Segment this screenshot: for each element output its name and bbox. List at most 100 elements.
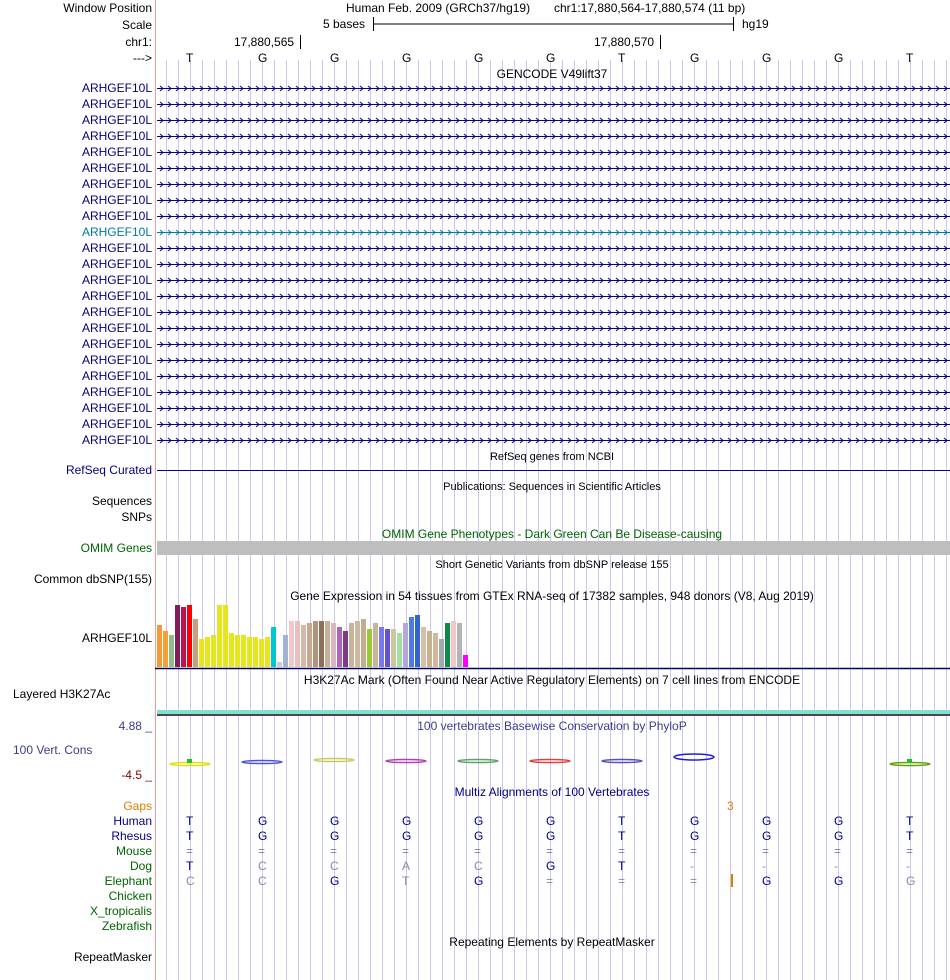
gencode-transcript-line[interactable] xyxy=(157,405,950,412)
gtex-tissue-bar[interactable] xyxy=(421,627,426,667)
gencode-transcript-label[interactable]: ARHGEF10L xyxy=(81,353,152,367)
phylop-title[interactable]: 100 vertebrates Basewise Conservation by… xyxy=(417,719,687,733)
gencode-transcript-line[interactable] xyxy=(157,181,950,188)
gtex-tissue-bar[interactable] xyxy=(307,623,312,667)
gtex-tissue-bar[interactable] xyxy=(265,637,270,667)
gtex-tissue-bar[interactable] xyxy=(163,631,168,667)
omim-label[interactable]: OMIM Genes xyxy=(80,541,152,555)
gtex-label[interactable]: ARHGEF10L xyxy=(81,631,152,645)
gtex-tissue-bar[interactable] xyxy=(175,605,180,667)
gtex-tissue-bar[interactable] xyxy=(223,605,228,667)
gtex-tissue-bar[interactable] xyxy=(289,621,294,667)
gtex-tissue-bar[interactable] xyxy=(409,617,414,667)
phylop-glyph[interactable] xyxy=(673,753,715,761)
gtex-tissue-bar[interactable] xyxy=(247,637,252,667)
gencode-transcript-line[interactable] xyxy=(157,421,950,428)
gtex-tissue-bar[interactable] xyxy=(313,621,318,667)
publications-title[interactable]: Publications: Sequences in Scientific Ar… xyxy=(443,481,661,493)
gencode-transcript-label[interactable]: ARHGEF10L xyxy=(81,97,152,111)
gencode-transcript-label[interactable]: ARHGEF10L xyxy=(81,385,152,399)
gtex-tissue-bar[interactable] xyxy=(355,621,360,667)
dbsnp-label[interactable]: Common dbSNP(155) xyxy=(33,572,152,586)
gencode-transcript-label[interactable]: ARHGEF10L xyxy=(81,177,152,191)
snps-label[interactable]: SNPs xyxy=(121,510,152,524)
gencode-transcript-line[interactable] xyxy=(157,101,950,108)
gencode-transcript-label[interactable]: ARHGEF10L xyxy=(81,161,152,175)
gtex-tissue-bar[interactable] xyxy=(205,637,210,667)
gencode-transcript-label[interactable]: ARHGEF10L xyxy=(81,273,152,287)
multiz-species-label[interactable]: Chicken xyxy=(108,889,152,903)
gencode-transcript-line[interactable] xyxy=(157,133,950,140)
gencode-transcript-label[interactable]: ARHGEF10L xyxy=(81,145,152,159)
gencode-transcript-label[interactable]: ARHGEF10L xyxy=(81,401,152,415)
gencode-transcript-label[interactable]: ARHGEF10L xyxy=(81,209,152,223)
phylop-glyph[interactable] xyxy=(241,759,283,765)
gencode-transcript-line[interactable] xyxy=(157,293,950,300)
gtex-tissue-bar[interactable] xyxy=(169,635,174,667)
gencode-transcript-label[interactable]: ARHGEF10L xyxy=(81,129,152,143)
gtex-tissue-bar[interactable] xyxy=(415,615,420,667)
gencode-transcript-line[interactable] xyxy=(157,117,950,124)
gencode-transcript-line[interactable] xyxy=(157,213,950,220)
multiz-title[interactable]: Multiz Alignments of 100 Vertebrates xyxy=(454,785,650,799)
gtex-tissue-bar[interactable] xyxy=(301,625,306,667)
omim-title[interactable]: OMIM Gene Phenotypes - Dark Green Can Be… xyxy=(381,527,723,541)
gtex-tissue-bar[interactable] xyxy=(427,631,432,667)
gencode-transcripts[interactable] xyxy=(157,85,950,444)
gencode-transcript-line[interactable] xyxy=(157,277,950,284)
phylop-glyph[interactable] xyxy=(385,758,427,764)
gtex-tissue-bar[interactable] xyxy=(385,629,390,667)
refseq-title[interactable]: RefSeq genes from NCBI xyxy=(489,451,615,463)
gencode-transcript-line[interactable] xyxy=(157,437,950,444)
gtex-tissue-bar[interactable] xyxy=(181,607,186,667)
gtex-tissue-bar[interactable] xyxy=(391,629,396,667)
gtex-tissue-bar[interactable] xyxy=(199,639,204,667)
h3k27ac-label[interactable]: Layered H3K27Ac xyxy=(13,687,111,701)
gtex-tissue-bar[interactable] xyxy=(367,629,372,667)
gtex-tissue-bar[interactable] xyxy=(295,621,300,667)
repeatmasker-label[interactable]: RepeatMasker xyxy=(73,950,152,964)
h3k27ac-signal[interactable] xyxy=(157,710,950,714)
h3k27ac-title[interactable]: H3K27Ac Mark (Often Found Near Active Re… xyxy=(303,673,801,687)
gtex-tissue-bar[interactable] xyxy=(241,635,246,667)
phylop-glyph[interactable] xyxy=(313,757,355,763)
multiz-species-label[interactable]: Human xyxy=(113,814,152,828)
gencode-transcript-line[interactable] xyxy=(157,389,950,396)
multiz-species-label[interactable]: Rhesus xyxy=(111,829,152,843)
gencode-title[interactable]: GENCODE V49lift37 xyxy=(496,67,608,81)
gencode-transcript-label[interactable]: ARHGEF10L xyxy=(81,289,152,303)
gtex-tissue-bar[interactable] xyxy=(277,662,282,667)
gencode-transcript-label[interactable]: ARHGEF10L xyxy=(81,193,152,207)
gtex-bars[interactable] xyxy=(157,605,468,667)
phylop-glyph[interactable] xyxy=(601,758,643,764)
multiz-species-label[interactable]: Elephant xyxy=(104,874,152,888)
gtex-tissue-bar[interactable] xyxy=(379,627,384,667)
multiz-species-label[interactable]: Dog xyxy=(129,859,152,873)
gtex-tissue-bar[interactable] xyxy=(343,631,348,667)
gencode-transcript-label[interactable]: ARHGEF10L xyxy=(81,257,152,271)
phylop-glyph[interactable] xyxy=(529,758,571,764)
gencode-transcript-line[interactable] xyxy=(157,197,950,204)
gencode-transcript-line[interactable] xyxy=(157,261,950,268)
gtex-tissue-bar[interactable] xyxy=(331,623,336,667)
multiz-species-label[interactable]: Zebrafish xyxy=(101,919,152,933)
gtex-tissue-bar[interactable] xyxy=(253,637,258,667)
sequences-label[interactable]: Sequences xyxy=(91,494,152,508)
gencode-transcript-label[interactable]: ARHGEF10L xyxy=(81,321,152,335)
gencode-transcript-label[interactable]: ARHGEF10L xyxy=(81,417,152,431)
gtex-tissue-bar[interactable] xyxy=(463,655,468,667)
gencode-transcript-line[interactable] xyxy=(157,229,950,236)
multiz-species-label[interactable]: X_tropicalis xyxy=(89,904,152,918)
gtex-tissue-bar[interactable] xyxy=(373,623,378,667)
gencode-transcript-line[interactable] xyxy=(157,85,950,92)
phylop-glyph[interactable] xyxy=(457,758,499,764)
gencode-transcript-label[interactable]: ARHGEF10L xyxy=(81,337,152,351)
gtex-tissue-bar[interactable] xyxy=(229,633,234,667)
gtex-tissue-bar[interactable] xyxy=(349,623,354,667)
gencode-transcript-label[interactable]: ARHGEF10L xyxy=(81,305,152,319)
gencode-transcript-label[interactable]: ARHGEF10L xyxy=(81,369,152,383)
gencode-transcript-line[interactable] xyxy=(157,149,950,156)
gtex-tissue-bar[interactable] xyxy=(187,605,192,667)
gtex-tissue-bar[interactable] xyxy=(337,627,342,667)
gencode-transcript-line[interactable] xyxy=(157,373,950,380)
